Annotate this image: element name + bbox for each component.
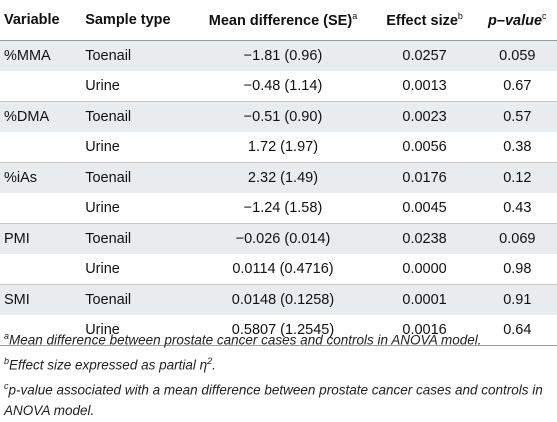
header-mean-difference: Mean difference (SE)a	[194, 0, 372, 41]
footnote-mark-b: b	[457, 11, 463, 22]
header-p-value: p–valuec	[477, 0, 557, 41]
cell-variable: SMI	[0, 284, 86, 315]
cell-mean: 2.32 (1.49)	[194, 162, 372, 193]
cell-sample: Urine	[85, 71, 195, 102]
cell-mean: −0.51 (0.90)	[194, 101, 372, 132]
cell-variable	[0, 315, 86, 346]
table-row: SMI Toenail 0.0148 (0.1258) 0.0001 0.91	[0, 284, 557, 315]
results-table: Variable Sample type Mean difference (SE…	[0, 0, 557, 346]
cell-p: 0.98	[477, 254, 557, 285]
cell-p: 0.57	[477, 101, 557, 132]
table-row: Urine 0.0114 (0.4716) 0.0000 0.98	[0, 254, 557, 285]
cell-sample: Urine	[85, 132, 195, 163]
cell-mean: −1.24 (1.58)	[194, 193, 372, 224]
table-row: Urine −0.48 (1.14) 0.0013 0.67	[0, 71, 557, 102]
cell-mean: 0.0148 (0.1258)	[194, 284, 372, 315]
table-row: %DMA Toenail −0.51 (0.90) 0.0023 0.57	[0, 101, 557, 132]
cell-sample: Urine	[85, 315, 195, 346]
table-footnotes: aMean difference between prostate cancer…	[4, 326, 554, 422]
cell-mean: 1.72 (1.97)	[194, 132, 372, 163]
cell-mean: 0.0114 (0.4716)	[194, 254, 372, 285]
cell-effect: 0.0016	[371, 315, 478, 346]
cell-variable	[0, 132, 86, 163]
table-row: Urine 1.72 (1.97) 0.0056 0.38	[0, 132, 557, 163]
cell-p: 0.12	[477, 162, 557, 193]
cell-effect: 0.0238	[371, 223, 478, 254]
cell-effect: 0.0045	[371, 193, 478, 224]
cell-p: 0.91	[477, 284, 557, 315]
cell-p: 0.38	[477, 132, 557, 163]
table-row: Urine 0.5807 (1.2545) 0.0016 0.64	[0, 315, 557, 346]
table-row: %MMA Toenail −1.81 (0.96) 0.0257 0.059	[0, 40, 557, 71]
cell-effect: 0.0000	[371, 254, 478, 285]
footnote-a: aMean difference between prostate cancer…	[4, 331, 482, 348]
cell-sample: Urine	[85, 254, 195, 285]
cell-sample: Toenail	[85, 101, 195, 132]
cell-effect: 0.0013	[371, 71, 478, 102]
table-row: PMI Toenail −0.026 (0.014) 0.0238 0.069	[0, 223, 557, 254]
cell-p: 0.64	[477, 315, 557, 346]
cell-effect: 0.0176	[371, 162, 478, 193]
cell-mean: 0.5807 (1.2545)	[194, 315, 372, 346]
cell-p: 0.059	[477, 40, 557, 71]
cell-sample: Toenail	[85, 284, 195, 315]
cell-variable	[0, 71, 86, 102]
cell-variable: %MMA	[0, 40, 86, 71]
header-effect-size: Effect sizeb	[371, 0, 478, 41]
cell-variable: %iAs	[0, 162, 86, 193]
cell-mean: −1.81 (0.96)	[194, 40, 372, 71]
cell-mean: −0.48 (1.14)	[194, 71, 372, 102]
header-sample-type: Sample type	[85, 0, 195, 41]
cell-effect: 0.0257	[371, 40, 478, 71]
cell-variable	[0, 254, 86, 285]
table-header-row: Variable Sample type Mean difference (SE…	[0, 0, 557, 41]
cell-sample: Toenail	[85, 40, 195, 71]
table-row: %iAs Toenail 2.32 (1.49) 0.0176 0.12	[0, 162, 557, 193]
cell-effect: 0.0023	[371, 101, 478, 132]
cell-sample: Toenail	[85, 223, 195, 254]
cell-effect: 0.0056	[371, 132, 478, 163]
cell-variable: %DMA	[0, 101, 86, 132]
cell-variable	[0, 193, 86, 224]
cell-p: 0.069	[477, 223, 557, 254]
cell-sample: Urine	[85, 193, 195, 224]
cell-variable: PMI	[0, 223, 86, 254]
footnote-b: bEffect size expressed as partial η2.	[4, 356, 216, 373]
footnote-mark-c: c	[542, 11, 547, 22]
footnote-mark-a: a	[352, 11, 358, 22]
header-variable: Variable	[0, 0, 86, 41]
footnote-c: cp-value associated with a mean differen…	[4, 381, 543, 418]
cell-p: 0.67	[477, 71, 557, 102]
cell-p: 0.43	[477, 193, 557, 224]
cell-mean: −0.026 (0.014)	[194, 223, 372, 254]
cell-effect: 0.0001	[371, 284, 478, 315]
table-row: Urine −1.24 (1.58) 0.0045 0.43	[0, 193, 557, 224]
cell-sample: Toenail	[85, 162, 195, 193]
